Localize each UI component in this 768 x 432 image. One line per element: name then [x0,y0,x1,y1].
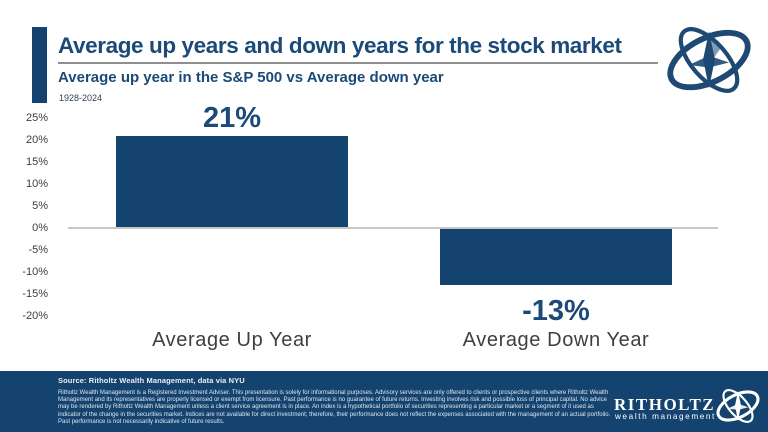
brand-tagline: wealth management [615,412,716,421]
y-axis-tick-label: 5% [32,200,48,212]
y-axis-tick-label: -15% [22,288,48,300]
bar [440,228,672,286]
y-axis-tick-label: 15% [25,156,48,168]
disclaimer-text: Ritholtz Wealth Management is a Register… [58,390,611,425]
page-subtitle: Average up year in the S&P 500 vs Averag… [58,69,444,86]
bar-value-label: -13% [522,295,590,328]
footer-band: Source: Ritholtz Wealth Management, data… [0,371,768,432]
y-axis-tick-label: 20% [25,134,48,146]
page-title: Average up years and down years for the … [58,33,622,58]
x-axis-line [68,227,718,229]
footer-brand: RITHOLTZ wealth management [614,385,760,429]
bar-value-label: 21% [202,101,262,134]
date-range-label: 1928-2024 [59,93,103,103]
source-note: Source: Ritholtz Wealth Management, data… [58,376,245,385]
ritholtz-gyroscope-logo-icon [658,18,760,102]
brand-name: RITHOLTZ [614,395,716,414]
y-axis-tick-label: -5% [28,244,48,256]
category-label: Average Down Year [462,329,650,351]
ritholtz-gyroscope-logo-icon [712,383,764,429]
y-axis-tick-label: 10% [25,178,48,190]
bar [116,135,348,228]
category-label: Average Up Year [152,329,312,351]
y-axis-tick-label: -10% [22,266,48,278]
title-accent-bar [32,27,47,103]
y-axis-tick-label: 25% [25,112,48,124]
y-axis-tick-label: 0% [32,222,48,234]
y-axis-tick-label: -20% [22,310,48,322]
title-divider [58,62,658,64]
